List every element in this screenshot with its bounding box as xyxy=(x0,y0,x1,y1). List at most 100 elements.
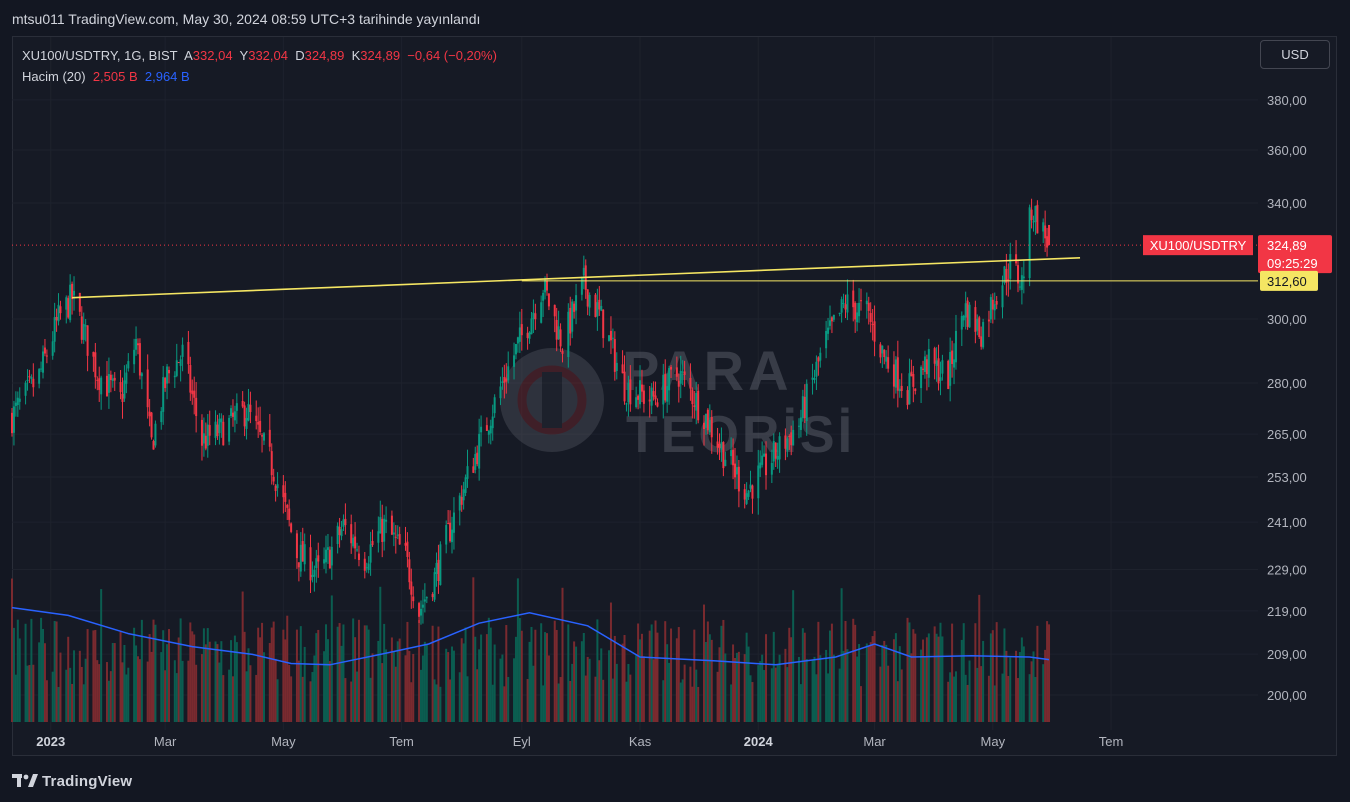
volume-bar xyxy=(268,643,271,722)
volume-bar xyxy=(363,625,366,722)
volume-bar xyxy=(786,667,789,722)
volume-bar xyxy=(233,635,236,722)
candle-body xyxy=(621,364,624,374)
volume-bar xyxy=(625,681,628,722)
candle-body xyxy=(811,377,814,380)
candle-body xyxy=(177,362,180,364)
candle-body xyxy=(1003,266,1006,283)
price-tick-label: 340,00 xyxy=(1267,196,1307,211)
volume-bar xyxy=(571,663,574,722)
volume-bar xyxy=(338,623,341,722)
candle-body xyxy=(670,366,673,370)
volume-bar xyxy=(164,670,167,722)
volume-bar xyxy=(799,684,802,722)
volume-bar xyxy=(735,652,738,722)
candle-body xyxy=(297,562,300,568)
volume-bar xyxy=(871,636,874,722)
candle-body xyxy=(173,375,176,378)
volume-bar xyxy=(1018,652,1021,722)
candle-body xyxy=(656,402,659,407)
candle-body xyxy=(613,339,616,372)
candle-body xyxy=(357,553,360,560)
candle-body xyxy=(751,485,754,499)
candle-body xyxy=(26,379,29,382)
volume-bar xyxy=(166,644,169,722)
candle-body xyxy=(65,297,68,310)
candle-body xyxy=(582,267,585,276)
volume-label[interactable]: Hacim (20) xyxy=(22,69,86,84)
candle-body xyxy=(369,544,372,563)
candle-body xyxy=(410,581,413,595)
candle-body xyxy=(732,449,735,466)
candle-body xyxy=(214,421,217,438)
candle-body xyxy=(245,418,248,429)
candle-body xyxy=(160,411,163,423)
volume-bar xyxy=(317,629,320,722)
volume-bar xyxy=(623,635,626,722)
current-price-tag xyxy=(1258,235,1332,274)
candle-body xyxy=(1042,222,1045,232)
candle-body xyxy=(187,341,190,365)
candle-body xyxy=(301,541,304,562)
volume-bar xyxy=(747,646,750,722)
candle-body xyxy=(892,364,895,387)
volume-bar xyxy=(390,637,393,722)
candle-body xyxy=(125,372,128,384)
volume-bar xyxy=(677,627,680,722)
volume-bar xyxy=(135,645,138,722)
candle-body xyxy=(222,421,225,446)
volume-bar xyxy=(797,656,800,722)
candle-body xyxy=(290,523,293,532)
volume-bar xyxy=(635,654,638,722)
candle-body xyxy=(140,373,143,377)
volume-bar xyxy=(309,681,312,722)
volume-bar xyxy=(445,648,448,722)
volume-bar xyxy=(315,633,318,722)
candle-body xyxy=(423,599,426,602)
currency-button[interactable]: USD xyxy=(1260,40,1330,69)
candle-body xyxy=(842,302,845,304)
candle-body xyxy=(466,466,469,479)
candle-body xyxy=(885,356,888,362)
candle-body xyxy=(759,462,762,469)
volume-bar xyxy=(290,676,293,722)
candle-body xyxy=(1005,268,1008,283)
candle-body xyxy=(377,531,380,543)
volume-bar xyxy=(505,625,508,722)
price-axis: 200,00 209,00 219,00 229,00 241,00 253,00 265,… xyxy=(1267,93,1307,703)
candle-body xyxy=(879,344,882,358)
candle-body xyxy=(627,382,630,403)
volume-bar xyxy=(1044,649,1047,722)
footer-brand[interactable]: TradingView xyxy=(12,770,132,792)
volume-bar xyxy=(567,624,570,722)
volume-bar xyxy=(257,627,260,722)
volume-bar xyxy=(474,636,477,722)
candle-body xyxy=(734,463,737,478)
symbol-info[interactable]: XU100/USDTRY, 1G, BIST xyxy=(22,48,178,63)
candle-body xyxy=(520,324,523,336)
candle-body xyxy=(679,370,682,384)
chart-pane[interactable] xyxy=(12,36,1337,756)
candle-body xyxy=(856,312,859,323)
candle-body xyxy=(94,352,97,378)
candle-body xyxy=(598,299,601,310)
candle-body xyxy=(464,477,467,493)
volume-bar xyxy=(830,623,833,722)
candle-body xyxy=(763,453,766,457)
volume-bar xyxy=(629,674,632,722)
candle-body xyxy=(846,294,849,313)
candle-body xyxy=(648,399,651,402)
volume-bar xyxy=(11,578,13,722)
candle-body xyxy=(923,356,926,372)
candle-body xyxy=(702,422,705,430)
volume-bar xyxy=(613,635,616,722)
volume-bar xyxy=(637,623,640,722)
candle-body xyxy=(908,373,911,405)
volume-bar xyxy=(805,658,808,722)
candle-body xyxy=(514,344,517,355)
volume-bar xyxy=(1042,664,1045,722)
volume-bar xyxy=(243,631,246,722)
price-tick-label: 265,00 xyxy=(1267,427,1307,442)
volume-bar xyxy=(489,627,492,722)
